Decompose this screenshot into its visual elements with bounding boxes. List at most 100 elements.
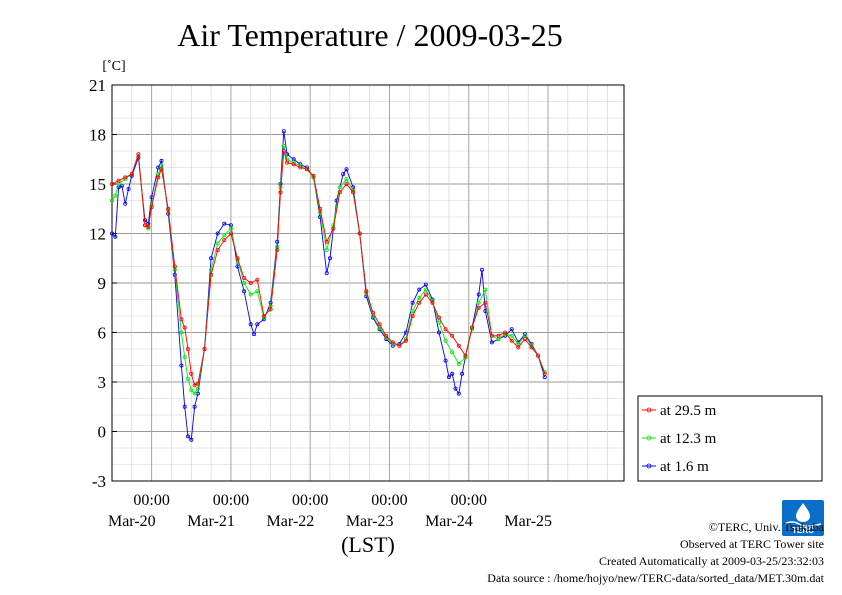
data-point bbox=[242, 289, 247, 294]
data-point bbox=[337, 185, 342, 190]
data-point bbox=[248, 322, 253, 327]
data-point bbox=[113, 234, 118, 239]
data-point bbox=[463, 353, 468, 358]
x-date-label: Mar-20 bbox=[108, 513, 156, 530]
data-point bbox=[430, 300, 435, 305]
x-time-label: 00:00 bbox=[292, 492, 328, 509]
data-point bbox=[370, 310, 375, 315]
data-point bbox=[159, 167, 164, 172]
data-point bbox=[242, 280, 247, 285]
data-point bbox=[281, 148, 286, 153]
data-point bbox=[116, 178, 121, 183]
data-point bbox=[337, 190, 342, 195]
data-point bbox=[384, 333, 389, 338]
data-point bbox=[156, 165, 161, 170]
y-tick-label: 0 bbox=[98, 423, 107, 442]
data-point bbox=[278, 190, 283, 195]
footer-source: Data source : /home/hojyo/new/TERC-data/… bbox=[487, 571, 824, 585]
x-date-label: Mar-22 bbox=[267, 513, 315, 530]
data-point bbox=[248, 292, 253, 297]
data-point bbox=[476, 292, 481, 297]
y-tick-label: 12 bbox=[89, 225, 106, 244]
data-point bbox=[397, 343, 402, 348]
data-point bbox=[195, 381, 200, 386]
data-point bbox=[436, 320, 441, 325]
data-point bbox=[536, 353, 541, 358]
data-point bbox=[129, 172, 134, 177]
y-axis-label: [˚C] bbox=[102, 59, 125, 74]
data-point bbox=[281, 129, 286, 134]
data-point bbox=[318, 206, 323, 211]
data-point bbox=[331, 226, 336, 231]
data-point bbox=[324, 247, 329, 252]
series-at-12-3-m bbox=[110, 144, 547, 396]
data-point bbox=[146, 224, 151, 229]
series-at-29-5-m bbox=[110, 148, 547, 388]
data-point bbox=[255, 322, 260, 327]
data-point bbox=[357, 231, 362, 236]
data-point bbox=[417, 287, 422, 292]
x-axis-label: (LST) bbox=[341, 532, 395, 557]
data-point bbox=[377, 322, 382, 327]
data-point bbox=[324, 239, 329, 244]
data-point bbox=[423, 282, 428, 287]
data-point bbox=[185, 346, 190, 351]
x-date-label: Mar-23 bbox=[346, 513, 394, 530]
data-point bbox=[446, 375, 451, 380]
data-point bbox=[275, 247, 280, 252]
data-point bbox=[228, 231, 233, 236]
legend-swatch-marker bbox=[646, 407, 652, 413]
data-point bbox=[311, 173, 316, 178]
data-point bbox=[195, 386, 200, 391]
data-point bbox=[261, 313, 266, 318]
legend bbox=[637, 395, 823, 482]
data-point bbox=[222, 238, 227, 243]
data-point bbox=[423, 292, 428, 297]
legend-items: at 29.5 m at 12.3 m at 1.6 m bbox=[642, 403, 717, 475]
grid bbox=[111, 84, 624, 482]
x-time-label: 00:00 bbox=[451, 492, 487, 509]
data-point bbox=[410, 313, 415, 318]
data-point bbox=[443, 358, 448, 363]
data-point bbox=[255, 277, 260, 282]
data-point bbox=[470, 325, 475, 330]
data-point bbox=[189, 437, 194, 442]
data-point bbox=[453, 386, 458, 391]
data-point bbox=[222, 233, 227, 238]
data-point bbox=[410, 300, 415, 305]
data-point bbox=[450, 350, 455, 355]
data-point bbox=[516, 345, 521, 350]
data-point bbox=[344, 167, 349, 172]
data-point bbox=[390, 340, 395, 345]
y-tick-label: 21 bbox=[89, 76, 106, 95]
y-tick-label: 9 bbox=[98, 274, 107, 293]
data-point bbox=[509, 327, 514, 332]
data-point bbox=[281, 144, 286, 149]
data-point bbox=[149, 205, 154, 210]
data-point bbox=[110, 181, 115, 186]
data-point bbox=[179, 330, 184, 335]
y-tick-label: 18 bbox=[89, 126, 106, 145]
data-point bbox=[476, 305, 481, 310]
x-date-label: Mar-21 bbox=[187, 513, 235, 530]
footer-created: Created Automatically at 2009-03-25/23:3… bbox=[599, 554, 824, 568]
data-point bbox=[450, 333, 455, 338]
data-point bbox=[410, 308, 415, 313]
data-point bbox=[110, 198, 115, 203]
data-point bbox=[113, 193, 118, 198]
legend-label: at 29.5 m bbox=[660, 403, 717, 419]
data-point bbox=[248, 280, 253, 285]
series-line bbox=[111, 145, 546, 395]
series-layer bbox=[110, 129, 547, 442]
data-point bbox=[235, 256, 240, 261]
data-point bbox=[242, 275, 247, 280]
y-tick-label: 3 bbox=[98, 373, 107, 392]
x-axis: 00:00 00:00 00:00 00:00 00:00 Mar-20 Mar-21 Mar… bbox=[108, 492, 552, 530]
data-point bbox=[456, 343, 461, 348]
data-point bbox=[268, 307, 273, 312]
data-point bbox=[443, 327, 448, 332]
chart-title: Air Temperature / 2009-03-25 bbox=[177, 17, 563, 53]
data-point bbox=[291, 162, 296, 167]
data-point bbox=[142, 223, 147, 228]
data-point bbox=[509, 338, 514, 343]
